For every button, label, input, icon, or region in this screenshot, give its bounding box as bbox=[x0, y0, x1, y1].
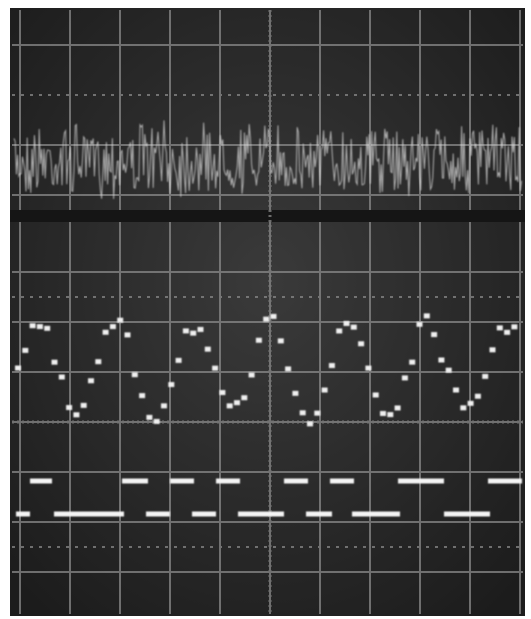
sample-dot bbox=[299, 410, 306, 416]
sample-dot bbox=[58, 374, 65, 380]
sample-dot bbox=[95, 359, 102, 365]
sample-dot bbox=[489, 347, 496, 353]
sample-dot bbox=[117, 317, 124, 323]
sample-dot bbox=[343, 320, 350, 326]
sample-dot bbox=[73, 412, 80, 418]
graticule bbox=[12, 10, 523, 614]
sample-dot bbox=[504, 329, 511, 335]
sample-dot bbox=[190, 330, 197, 336]
sample-dot bbox=[182, 328, 189, 334]
sample-dot bbox=[234, 400, 240, 406]
sample-dot bbox=[263, 316, 270, 322]
sample-dot bbox=[241, 395, 248, 401]
sample-dot bbox=[255, 337, 262, 343]
sample-dot bbox=[372, 392, 379, 398]
sample-dot bbox=[394, 405, 401, 411]
sample-dot bbox=[474, 393, 481, 399]
sample-dot bbox=[511, 324, 518, 330]
sample-dot bbox=[80, 402, 87, 408]
sample-dot bbox=[51, 359, 58, 365]
sample-dot bbox=[431, 332, 438, 338]
noise-trace bbox=[13, 120, 523, 200]
sample-dot bbox=[44, 325, 51, 331]
sample-dot bbox=[336, 328, 343, 334]
sample-dot bbox=[387, 412, 394, 418]
sample-dot bbox=[139, 393, 146, 399]
sample-dot bbox=[401, 375, 408, 381]
sample-dot bbox=[438, 357, 445, 363]
sample-dot bbox=[380, 410, 386, 416]
sample-dot bbox=[36, 324, 43, 330]
sample-dot bbox=[175, 357, 182, 363]
sample-dot bbox=[328, 363, 335, 369]
sample-dot bbox=[453, 387, 459, 393]
sample-dot bbox=[277, 338, 284, 344]
sample-dot bbox=[212, 365, 219, 371]
sample-dot bbox=[88, 378, 94, 384]
screen-divider bbox=[10, 210, 525, 222]
sample-dot bbox=[226, 403, 233, 409]
sample-dot bbox=[15, 365, 21, 371]
sample-dot bbox=[460, 405, 467, 411]
sample-dot bbox=[423, 313, 430, 319]
sample-dot bbox=[416, 321, 423, 327]
sample-dot bbox=[219, 390, 226, 396]
sample-dot bbox=[248, 372, 255, 378]
sample-dot bbox=[270, 313, 277, 319]
sample-dot bbox=[321, 387, 328, 393]
sample-dot bbox=[314, 410, 321, 416]
sample-dot bbox=[153, 418, 160, 424]
sample-dot bbox=[292, 390, 299, 396]
screen-background bbox=[10, 8, 525, 616]
sample-dot bbox=[22, 347, 29, 353]
sample-dot bbox=[307, 421, 313, 427]
sample-dot bbox=[409, 359, 416, 365]
sample-dot bbox=[66, 405, 73, 411]
sample-dot bbox=[29, 323, 36, 329]
sample-dot bbox=[168, 382, 175, 388]
sample-dot bbox=[131, 372, 138, 378]
sample-dot bbox=[124, 332, 131, 338]
sample-dot bbox=[496, 325, 503, 331]
sample-dot bbox=[445, 367, 452, 373]
sample-dot bbox=[146, 414, 153, 420]
traces bbox=[13, 120, 523, 517]
sample-dot bbox=[161, 403, 167, 409]
sample-dot bbox=[197, 326, 204, 332]
sample-dot bbox=[285, 366, 292, 372]
sample-dot bbox=[358, 341, 365, 347]
sample-dot bbox=[204, 346, 211, 352]
sample-dot bbox=[365, 365, 372, 371]
sample-dot bbox=[467, 400, 474, 406]
sample-dot bbox=[109, 324, 116, 330]
sample-dot bbox=[350, 324, 357, 330]
sample-dot bbox=[102, 329, 109, 335]
sample-dot bbox=[482, 373, 489, 379]
